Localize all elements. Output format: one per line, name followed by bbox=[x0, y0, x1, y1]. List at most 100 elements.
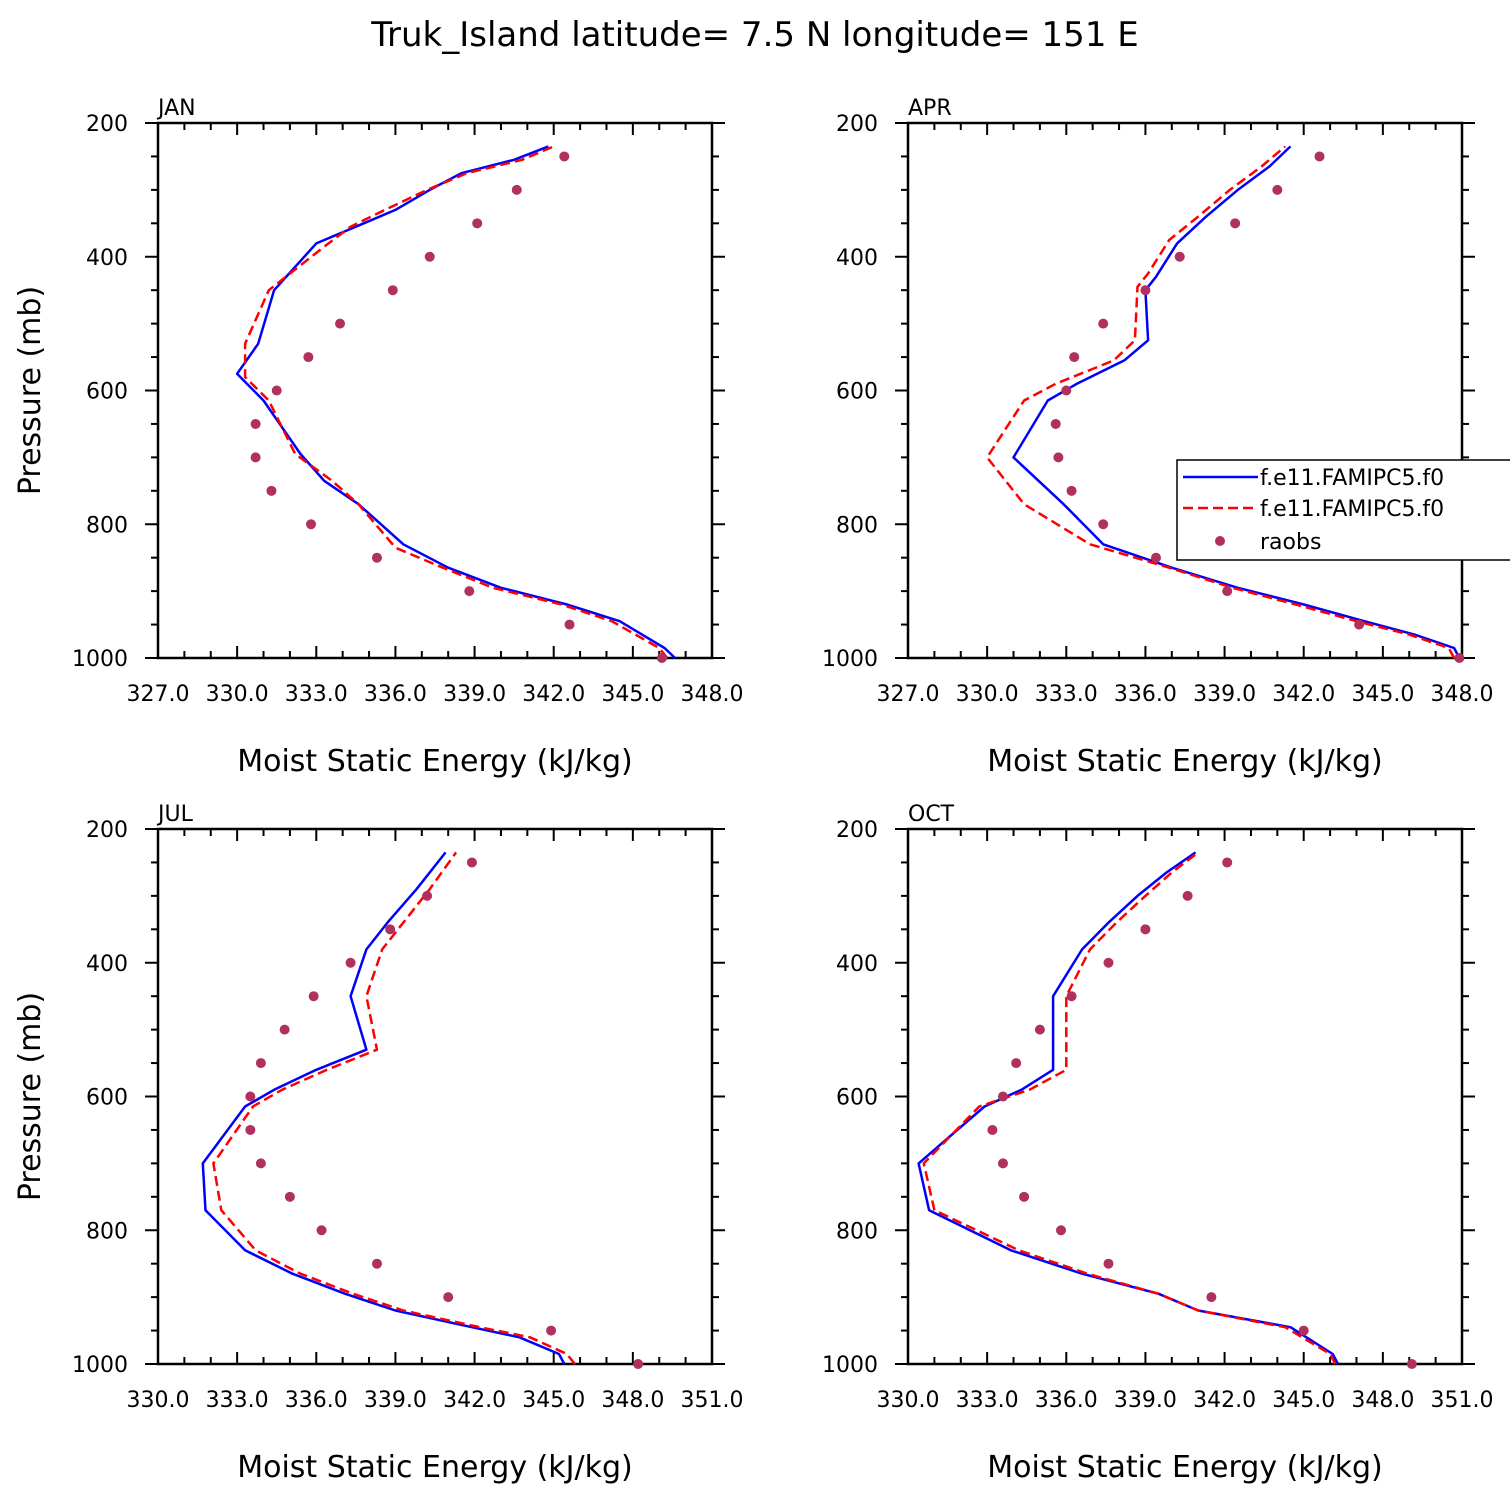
x-tick-label: 336.0 bbox=[1114, 682, 1177, 707]
plot-frame bbox=[906, 121, 1464, 660]
y-tick-label: 400 bbox=[86, 952, 128, 977]
x-tick-label: 342.0 bbox=[1272, 682, 1335, 707]
y-tick-label: 400 bbox=[836, 952, 878, 977]
raobs-point bbox=[424, 251, 435, 262]
raobs-point bbox=[371, 552, 382, 563]
x-tick-label: 336.0 bbox=[1035, 1388, 1098, 1413]
raobs-point bbox=[559, 151, 570, 162]
x-tick-label: 339.0 bbox=[1114, 1388, 1177, 1413]
x-tick-label: 339.0 bbox=[443, 682, 506, 707]
raobs-point bbox=[1098, 318, 1109, 329]
x-tick-label: 330.0 bbox=[877, 1388, 940, 1413]
raobs-point bbox=[1174, 251, 1185, 262]
legend-swatch-raobs bbox=[1215, 536, 1225, 546]
x-tick-label: 333.0 bbox=[956, 1388, 1019, 1413]
x-tick-label: 336.0 bbox=[364, 682, 427, 707]
raobs-point bbox=[511, 184, 522, 195]
panels: JAN 327.0 330.0 333.0 336.0 339.0 342.0 345.0 34… bbox=[13, 96, 1510, 1485]
x-tick-label: 351.0 bbox=[681, 1388, 744, 1413]
raobs-point bbox=[1066, 991, 1077, 1002]
raobs-point bbox=[1222, 586, 1233, 597]
raobs-point bbox=[250, 452, 261, 463]
raobs-point bbox=[245, 1091, 256, 1102]
legend-entry-label: raobs bbox=[1260, 530, 1321, 555]
y-axis-label: Pressure (mb) bbox=[13, 286, 48, 495]
raobs-point bbox=[1272, 184, 1283, 195]
raobs-point bbox=[255, 1058, 266, 1069]
raobs-point bbox=[1103, 1258, 1114, 1269]
raobs-point bbox=[656, 653, 667, 663]
y-tick-label: 200 bbox=[836, 818, 878, 843]
y-tick-label: 1000 bbox=[822, 1353, 878, 1378]
raobs-point bbox=[271, 385, 282, 396]
y-tick-label: 600 bbox=[86, 380, 128, 405]
x-tick-label: 342.0 bbox=[522, 682, 585, 707]
y-tick-label: 800 bbox=[836, 1219, 878, 1244]
x-tick-label: 327.0 bbox=[127, 682, 190, 707]
panel-title-jan: JAN bbox=[156, 96, 196, 121]
y-tick-label: 800 bbox=[86, 513, 128, 538]
raobs-point bbox=[1050, 418, 1061, 429]
panel-title-apr: APR bbox=[908, 96, 952, 121]
x-tick-label: 330.0 bbox=[127, 1388, 190, 1413]
y-tick-label: 1000 bbox=[822, 647, 878, 672]
panel-oct: OCT 330.0 333.0 336.0 339.0 342.0 345.0 348.0 35… bbox=[822, 802, 1493, 1485]
series-line-red-dashed bbox=[985, 145, 1456, 659]
series-line-red-dashed bbox=[212, 851, 576, 1365]
plot-frame bbox=[156, 121, 714, 660]
raobs-point bbox=[303, 352, 314, 363]
panel-jan: JAN 327.0 330.0 333.0 336.0 339.0 342.0 345.0 34… bbox=[13, 96, 743, 779]
raobs-point bbox=[997, 1091, 1008, 1102]
panel-jul: JUL 330.0 333.0 336.0 339.0 342.0 345.0 348.0 35… bbox=[13, 802, 743, 1485]
raobs-point bbox=[1230, 218, 1241, 229]
series-line-blue-solid bbox=[201, 851, 566, 1365]
raobs-point bbox=[316, 1225, 327, 1236]
y-tick-label: 400 bbox=[836, 246, 878, 271]
y-tick-label: 600 bbox=[836, 1086, 878, 1111]
x-tick-label: 330.0 bbox=[206, 682, 269, 707]
legend-entry-label: f.e11.FAMIPC5.f0 bbox=[1260, 466, 1444, 491]
figure-title: Truk_Island latitude= 7.5 N longitude= 1… bbox=[370, 15, 1139, 55]
raobs-point bbox=[245, 1124, 256, 1135]
raobs-point bbox=[464, 586, 475, 597]
x-tick-label: 342.0 bbox=[1193, 1388, 1256, 1413]
x-tick-label: 327.0 bbox=[877, 682, 940, 707]
raobs-point bbox=[1053, 452, 1064, 463]
x-axis-label: Moist Static Energy (kJ/kg) bbox=[237, 744, 633, 779]
x-tick-label: 330.0 bbox=[956, 682, 1019, 707]
x-tick-label: 348.0 bbox=[1351, 1388, 1414, 1413]
raobs-point bbox=[1222, 857, 1233, 868]
x-tick-label: 345.0 bbox=[1351, 682, 1414, 707]
raobs-point bbox=[1454, 653, 1465, 663]
series-line-red-dashed bbox=[922, 851, 1337, 1365]
raobs-point bbox=[997, 1158, 1008, 1169]
raobs-point bbox=[1011, 1058, 1022, 1069]
x-tick-label: 351.0 bbox=[1431, 1388, 1494, 1413]
raobs-point bbox=[279, 1024, 290, 1035]
raobs-point bbox=[1140, 924, 1151, 935]
x-tick-label: 333.0 bbox=[285, 682, 348, 707]
raobs-point bbox=[633, 1359, 644, 1369]
y-tick-label: 1000 bbox=[72, 647, 128, 672]
x-tick-label: 348.0 bbox=[1431, 682, 1494, 707]
series-line-blue-solid bbox=[917, 851, 1340, 1365]
raobs-point bbox=[1406, 1359, 1417, 1369]
x-tick-label: 336.0 bbox=[285, 1388, 348, 1413]
legend: f.e11.FAMIPC5.f0 f.e11.FAMIPC5.f0 raobs bbox=[1176, 459, 1510, 561]
raobs-point bbox=[1019, 1191, 1030, 1202]
raobs-point bbox=[335, 318, 346, 329]
panel-title-jul: JUL bbox=[156, 802, 194, 827]
raobs-point bbox=[1206, 1292, 1217, 1303]
raobs-point bbox=[284, 1191, 295, 1202]
raobs-point bbox=[1061, 385, 1072, 396]
x-tick-label: 345.0 bbox=[522, 1388, 585, 1413]
x-axis-label: Moist Static Energy (kJ/kg) bbox=[987, 744, 1383, 779]
y-tick-label: 800 bbox=[86, 1219, 128, 1244]
raobs-point bbox=[422, 890, 433, 901]
y-tick-label: 200 bbox=[86, 112, 128, 137]
y-tick-label: 600 bbox=[86, 1086, 128, 1111]
x-tick-label: 339.0 bbox=[364, 1388, 427, 1413]
raobs-point bbox=[266, 485, 277, 496]
raobs-point bbox=[1103, 957, 1114, 968]
